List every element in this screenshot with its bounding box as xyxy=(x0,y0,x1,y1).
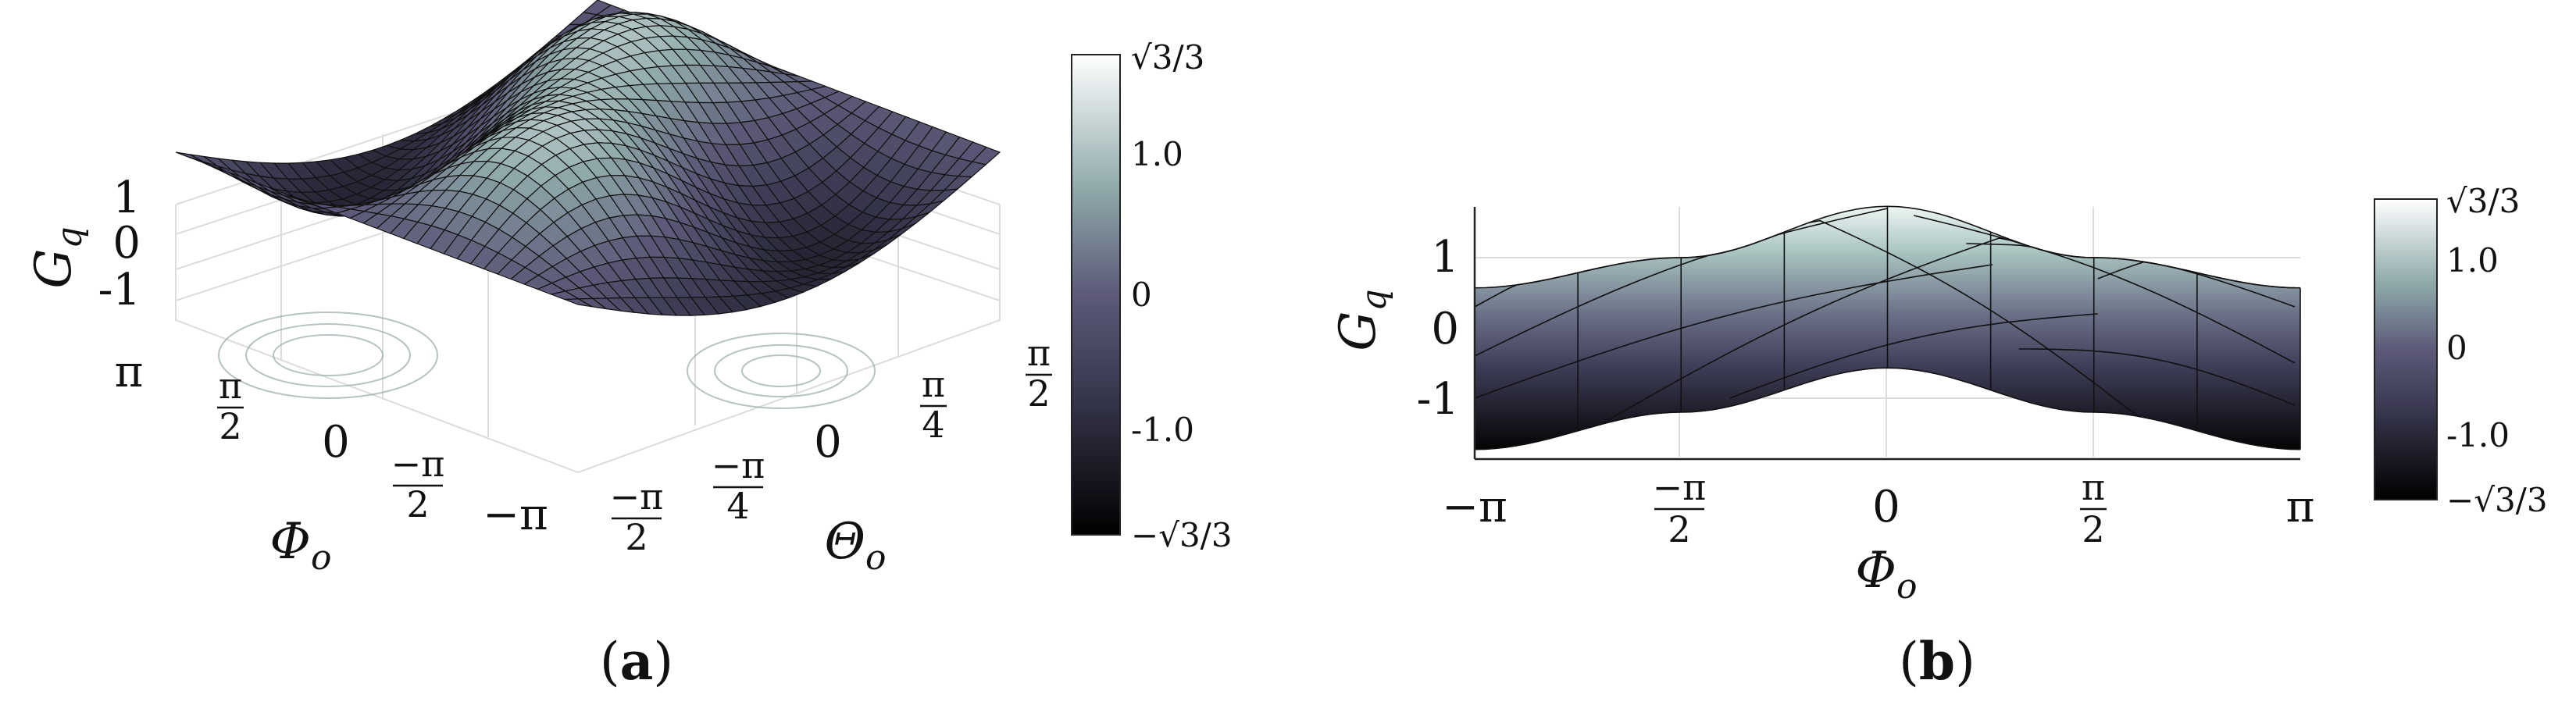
z-tick-0: 0 xyxy=(112,218,141,269)
panel-b-mesh-curve xyxy=(1474,264,1993,399)
svg-text:π: π xyxy=(1027,332,1051,374)
y-axis-label: Θo xyxy=(825,513,887,578)
svg-text:π: π xyxy=(2082,466,2105,508)
y-tick-0: 0 xyxy=(814,417,842,468)
contour-line xyxy=(218,312,438,399)
panel-b-y-axis: 1 0 -1 Gq xyxy=(1329,232,1459,425)
x-tick-neg-pi: −π xyxy=(483,490,548,540)
y-tick-neg-pi-2: −π 2 xyxy=(610,475,664,558)
panel-b-mesh-curve xyxy=(2018,348,2296,406)
z-tick-neg1: -1 xyxy=(98,265,141,315)
cb-a-1: 1.0 xyxy=(1131,135,1183,173)
panel-a-contours xyxy=(218,312,876,409)
panel-b-mesh-curve xyxy=(1585,237,2046,429)
panel-b-upper-edge xyxy=(1474,205,2301,289)
b-x-tick-0: 0 xyxy=(1872,482,1900,532)
panel-a-surface xyxy=(175,0,1001,316)
x-tick-0: 0 xyxy=(322,417,350,468)
panel-b-colorbar: √3/3 1.0 0 -1.0 −√3/3 xyxy=(2374,182,2548,519)
y-tick-pi-4: π 4 xyxy=(920,363,947,446)
svg-text:−π: −π xyxy=(610,475,664,518)
svg-text:2: 2 xyxy=(1027,372,1050,415)
panel-a-colorbar: √3/3 1.0 0 -1.0 −√3/3 xyxy=(1071,38,1233,554)
svg-text:−π: −π xyxy=(391,443,445,485)
cb-a-bottom: −√3/3 xyxy=(1131,516,1233,554)
panel-b-side-view: 1 0 -1 Gq −π −π 2 0 π 2 π Φo xyxy=(1329,182,2548,692)
contour-line xyxy=(245,323,411,387)
z-axis-label: Gq xyxy=(25,226,90,288)
svg-text:4: 4 xyxy=(922,404,944,446)
svg-text:2: 2 xyxy=(406,483,429,525)
z-tick-1: 1 xyxy=(112,173,141,223)
contour-line xyxy=(714,344,848,397)
panel-a-surface-plot: 1 0 -1 Gq π π 2 0 −π 2 −π Φo xyxy=(25,0,1233,692)
b-y-tick-0: 0 xyxy=(1431,304,1459,354)
x-tick-neg-pi-2: −π 2 xyxy=(391,443,445,525)
svg-text:−π: −π xyxy=(1653,466,1707,508)
surface-a-patch xyxy=(564,298,593,308)
contour-line xyxy=(687,333,876,409)
svg-text:−π: −π xyxy=(712,444,765,486)
panel-a-z-axis: 1 0 -1 Gq xyxy=(25,173,141,315)
b-y-tick-1: 1 xyxy=(1431,232,1459,283)
svg-text:π: π xyxy=(922,363,945,405)
svg-text:2: 2 xyxy=(219,405,241,447)
b-x-tick-pi-2: π 2 xyxy=(2080,466,2107,550)
panel-b-mesh-curve xyxy=(1474,208,1888,357)
svg-text:4: 4 xyxy=(726,485,749,527)
x-tick-pi: π xyxy=(115,347,144,397)
panel-b-lower-edge xyxy=(1474,367,2301,450)
b-y-tick-neg1: -1 xyxy=(1416,374,1459,425)
panel-b-mesh-curve xyxy=(1808,219,2151,420)
b-x-tick-pi: π xyxy=(2286,482,2315,532)
x-tick-pi-2: π 2 xyxy=(217,365,244,447)
x-axis-label: Φo xyxy=(270,513,332,578)
cb-a-0: 0 xyxy=(1131,276,1152,314)
contour-line xyxy=(273,334,384,376)
caption-b: (b) xyxy=(1899,631,1975,692)
panel-b-axes xyxy=(1473,207,2300,461)
caption-a: (a) xyxy=(600,631,673,692)
panel-a-x-axis: π π 2 0 −π 2 −π Φo xyxy=(115,347,548,578)
b-x-axis-label: Φo xyxy=(1856,542,1918,607)
panel-a-y-axis: −π 2 −π 4 0 π 4 π 2 Θo xyxy=(610,332,1052,578)
b-y-axis-label: Gq xyxy=(1329,289,1394,351)
panel-b-x-axis: −π −π 2 0 π 2 π Φo xyxy=(1442,466,2314,607)
svg-text:π: π xyxy=(219,365,242,407)
cb-b-top: √3/3 xyxy=(2446,182,2520,220)
panel-b-mesh-curve xyxy=(1729,313,2098,399)
cb-a-neg1: -1.0 xyxy=(1131,411,1194,449)
y-tick-pi-2: π 2 xyxy=(1026,332,1052,415)
cb-b-0: 0 xyxy=(2446,329,2467,367)
y-tick-neg-pi-4: −π 4 xyxy=(712,444,765,527)
b-x-tick-neg-pi-2: −π 2 xyxy=(1653,466,1707,550)
svg-text:2: 2 xyxy=(625,516,648,558)
cb-a-top: √3/3 xyxy=(1131,38,1204,77)
svg-text:2: 2 xyxy=(1668,508,1690,550)
cb-b-bottom: −√3/3 xyxy=(2446,481,2548,519)
svg-text:2: 2 xyxy=(2082,508,2104,550)
panel-b-mesh-curve xyxy=(1913,215,2296,364)
b-x-tick-neg-pi: −π xyxy=(1442,482,1507,532)
contour-line xyxy=(741,354,821,387)
panel-b-surface xyxy=(1474,205,2301,450)
cb-b-1: 1.0 xyxy=(2446,241,2499,280)
cb-b-neg1: -1.0 xyxy=(2446,416,2510,454)
